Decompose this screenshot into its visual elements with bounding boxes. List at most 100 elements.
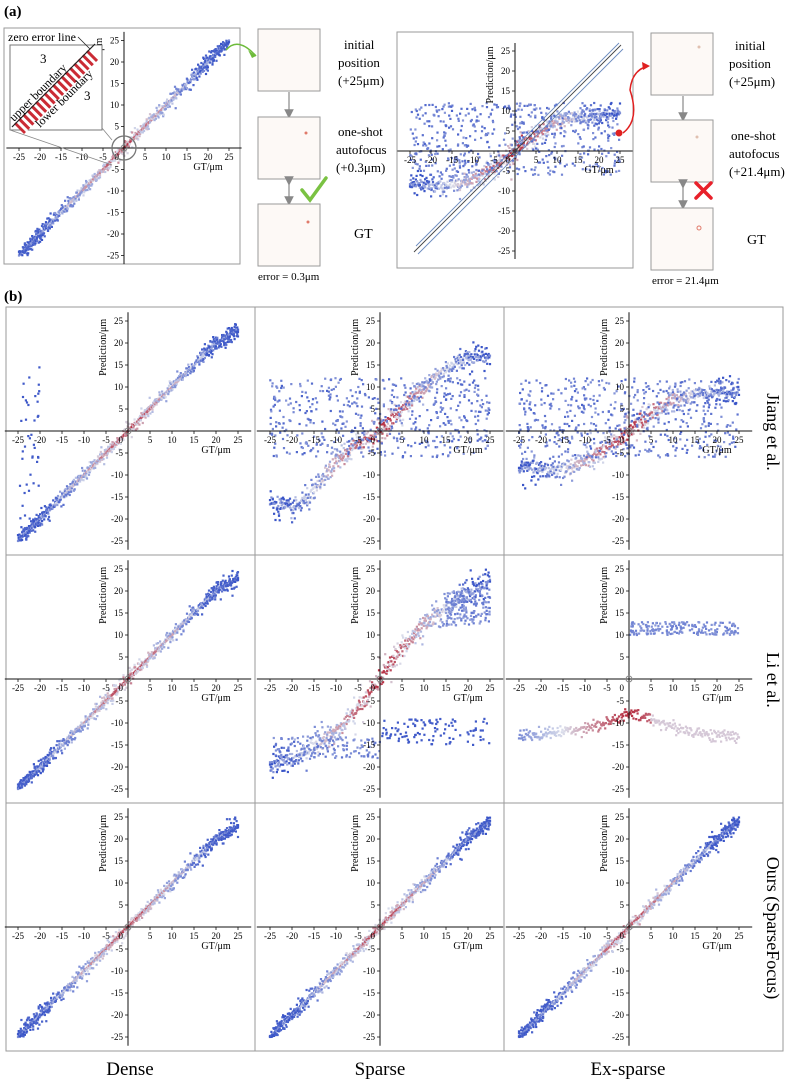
scatter-point bbox=[597, 119, 600, 122]
scatter-point bbox=[456, 356, 459, 359]
scatter-point bbox=[304, 391, 307, 394]
scatter-point bbox=[577, 468, 581, 471]
scatter-point bbox=[547, 149, 550, 152]
scatter-point bbox=[426, 409, 429, 412]
x-tick-label: 20 bbox=[204, 152, 214, 162]
scatter-point bbox=[347, 451, 350, 454]
scatter-point bbox=[467, 160, 470, 163]
scatter-point bbox=[291, 501, 294, 504]
scatter-point bbox=[199, 352, 202, 355]
scatter-point bbox=[420, 391, 423, 394]
scatter-point bbox=[547, 467, 550, 470]
scatter-point bbox=[482, 360, 485, 363]
scatter-point bbox=[465, 353, 468, 356]
scatter-point bbox=[397, 412, 401, 416]
scatter-point bbox=[411, 413, 414, 416]
scatter-point bbox=[603, 113, 606, 116]
scatter-point bbox=[471, 108, 474, 111]
scatter-point bbox=[35, 523, 38, 526]
scatter-point bbox=[143, 129, 146, 133]
scatter-point bbox=[331, 474, 334, 477]
scatter-point bbox=[459, 129, 463, 132]
scatter-point bbox=[604, 436, 607, 439]
scatter-point bbox=[114, 150, 117, 154]
scatter-point bbox=[436, 446, 439, 449]
initial-label-2: position bbox=[338, 55, 380, 70]
scatter-point bbox=[470, 409, 473, 412]
scatter-point bbox=[450, 175, 453, 178]
scatter-point bbox=[214, 347, 217, 350]
scatter-point bbox=[572, 113, 575, 116]
scatter-point bbox=[443, 103, 446, 106]
x-tick-label: -5 bbox=[102, 435, 110, 445]
scatter-point bbox=[417, 382, 420, 385]
scatter-point bbox=[443, 444, 446, 447]
scatter-point bbox=[223, 48, 226, 51]
scatter-point bbox=[98, 173, 102, 177]
scatter-point bbox=[210, 51, 213, 54]
scatter-point bbox=[156, 109, 159, 112]
scatter-point bbox=[619, 428, 622, 431]
scatter-point bbox=[358, 440, 361, 443]
scatter-point bbox=[271, 382, 274, 385]
scatter-point bbox=[486, 362, 489, 365]
scatter-point bbox=[362, 383, 365, 386]
scatter-point bbox=[542, 123, 545, 126]
scatter-point bbox=[274, 442, 277, 445]
scatter-point bbox=[451, 179, 454, 182]
scatter-point bbox=[192, 84, 195, 87]
scatter-point bbox=[451, 395, 454, 398]
scatter-point bbox=[622, 437, 625, 440]
scatter-point bbox=[382, 379, 385, 382]
scatter-point bbox=[567, 464, 570, 468]
scatter-point bbox=[596, 453, 599, 456]
scatter-point bbox=[455, 409, 458, 412]
scatter-point bbox=[426, 427, 429, 430]
scatter-point bbox=[487, 173, 491, 176]
scatter-point bbox=[201, 358, 204, 361]
scatter-point bbox=[47, 515, 51, 518]
scatter-point bbox=[432, 373, 435, 376]
scatter-point bbox=[553, 136, 556, 139]
scatter-point bbox=[217, 346, 220, 349]
scatter-point bbox=[423, 381, 426, 384]
scatter-point bbox=[141, 412, 144, 415]
scatter-point bbox=[502, 154, 505, 157]
scatter-point bbox=[449, 105, 452, 108]
scatter-point bbox=[597, 451, 601, 454]
scatter-point bbox=[480, 436, 483, 439]
scatter-point bbox=[63, 495, 66, 498]
y-tick-label: 15 bbox=[110, 79, 120, 89]
scatter-point bbox=[415, 174, 418, 177]
scatter-point bbox=[472, 170, 475, 174]
scatter-point bbox=[143, 414, 146, 417]
scatter-point bbox=[100, 446, 103, 449]
scatter-point bbox=[617, 443, 620, 446]
scatter-point bbox=[54, 504, 57, 507]
scatter-point bbox=[548, 127, 551, 130]
scatter-point bbox=[435, 383, 438, 386]
scatter-point bbox=[358, 391, 361, 394]
scatter-point bbox=[274, 518, 277, 522]
scatter-point bbox=[165, 392, 168, 395]
scatter-point bbox=[571, 454, 574, 457]
scatter-point bbox=[582, 161, 585, 164]
x-tick-label: -15 bbox=[55, 152, 67, 162]
scatter-point bbox=[489, 162, 493, 166]
scatter-point bbox=[473, 125, 476, 128]
scatter-point bbox=[542, 118, 545, 121]
scatter-point bbox=[591, 453, 594, 457]
scatter-chart-a-bad: -25 -20 -15 -10 -5 5 10 15 20 25-25-20-15-10-5510… bbox=[397, 43, 633, 259]
scatter-point bbox=[326, 469, 329, 472]
scatter-point bbox=[400, 422, 403, 425]
scatter-point bbox=[554, 476, 557, 479]
x-tick-label: 10 bbox=[168, 435, 178, 445]
y-tick-label: -20 bbox=[107, 229, 119, 239]
scatter-point bbox=[77, 194, 80, 197]
scatter-point bbox=[394, 384, 398, 387]
scatter-point bbox=[151, 114, 154, 117]
scatter-point bbox=[539, 107, 542, 110]
scatter-point bbox=[304, 484, 307, 487]
scatter-point bbox=[189, 80, 192, 84]
scatter-point bbox=[577, 459, 580, 462]
